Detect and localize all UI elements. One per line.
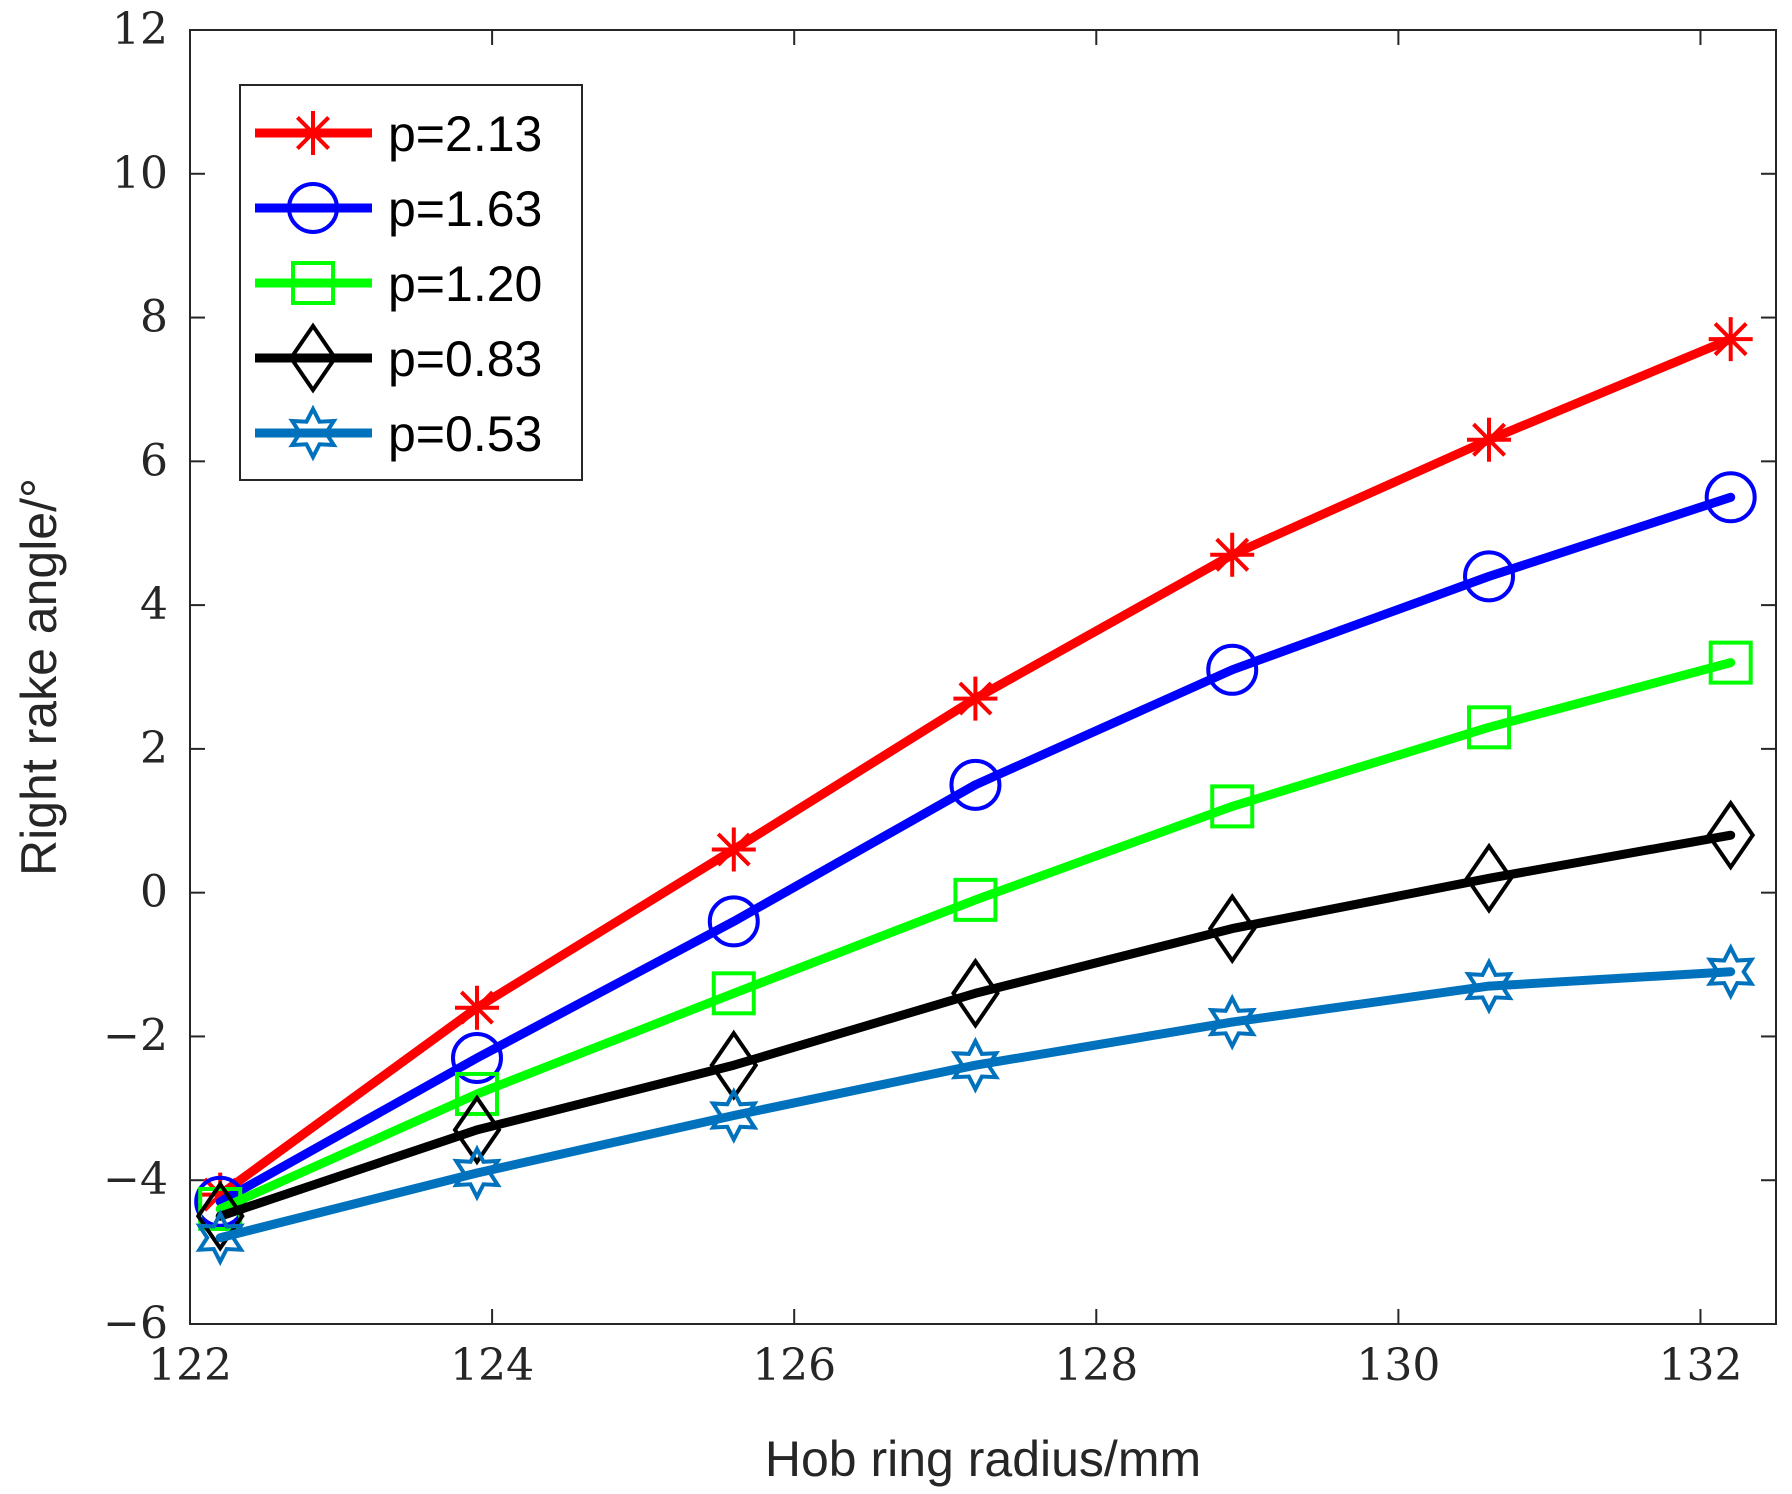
- data-point-asterisk: [1210, 532, 1255, 577]
- data-point-asterisk: [455, 985, 499, 1030]
- x-tick-label: 132: [1658, 1340, 1742, 1391]
- x-axis-title: Hob ring radius/mm: [765, 1431, 1201, 1487]
- legend-entry: p=2.13: [255, 106, 542, 162]
- series-line: [215, 967, 1736, 1243]
- data-point-square: [953, 877, 998, 922]
- data-point-asterisk: [953, 676, 998, 721]
- legend-label: p=2.13: [388, 106, 542, 162]
- series-p=2.13: [198, 317, 1753, 1217]
- data-point-square: [1210, 784, 1255, 829]
- y-tick-label: −6: [103, 1298, 168, 1349]
- x-axis-tick-labels: 122 124 126 128 130 132: [148, 1340, 1742, 1391]
- data-point-diamond: [709, 1029, 759, 1101]
- series-layer: [194, 317, 1757, 1267]
- x-tick-label: 130: [1356, 1340, 1440, 1391]
- data-point-diamond: [1207, 893, 1257, 965]
- y-tick-label: 2: [140, 723, 168, 774]
- data-point-circle: [287, 182, 339, 234]
- data-point-hexagram: [288, 404, 338, 462]
- data-point-hexagram: [950, 1036, 1001, 1094]
- y-tick-label: 4: [140, 579, 168, 630]
- x-tick-label: 126: [752, 1340, 836, 1391]
- data-point-circle: [450, 1032, 503, 1085]
- data-point-hexagram: [1207, 993, 1257, 1051]
- data-point-hexagram: [1464, 957, 1514, 1015]
- series-line: [215, 658, 1736, 1214]
- legend-label: p=0.53: [388, 406, 542, 462]
- data-point-circle: [1704, 471, 1757, 524]
- data-point-hexagram: [195, 1209, 245, 1267]
- legend: p=2.13 p=1.63 p=1.20 p=0.83 p=0.53: [239, 84, 583, 481]
- y-tick-label: 12: [112, 4, 168, 55]
- y-tick-label: −2: [103, 1010, 168, 1061]
- data-point-asterisk: [291, 111, 335, 155]
- series-line: [215, 830, 1736, 1221]
- x-tick-label: 128: [1054, 1340, 1138, 1391]
- data-point-square: [1467, 705, 1512, 750]
- legend-entry: p=0.83: [255, 322, 542, 394]
- data-point-square: [1708, 640, 1753, 685]
- data-point-circle: [949, 758, 1002, 811]
- data-point-diamond: [1706, 799, 1756, 871]
- data-point-diamond: [452, 1094, 502, 1166]
- data-point-square: [454, 1071, 499, 1116]
- y-tick-label: −4: [103, 1154, 168, 1205]
- data-point-circle: [1463, 550, 1516, 603]
- series-p=0.83: [195, 799, 1756, 1252]
- data-point-hexagram: [452, 1144, 502, 1202]
- y-tick-label: 8: [140, 292, 168, 343]
- y-axis-tick-labels: −6 −4 −2 0 2 4 6 8 10 12: [103, 4, 168, 1349]
- series-p=0.53: [195, 943, 1756, 1267]
- y-tick-label: 6: [140, 435, 168, 486]
- data-point-asterisk: [711, 827, 756, 872]
- x-tick-label: 124: [450, 1340, 534, 1391]
- axes-box: [189, 29, 1777, 1325]
- legend-entry: p=1.20: [255, 256, 542, 312]
- series-line: [215, 492, 1736, 1207]
- data-point-circle: [707, 895, 760, 948]
- data-point-asterisk: [1708, 317, 1753, 362]
- x-tick-label: 122: [148, 1340, 232, 1391]
- data-point-square: [291, 261, 335, 305]
- data-point-asterisk: [198, 1172, 243, 1217]
- data-point-square: [711, 971, 756, 1016]
- data-point-hexagram: [709, 1087, 759, 1144]
- legend-label: p=1.63: [388, 181, 542, 237]
- data-point-circle: [1206, 643, 1259, 696]
- legend-entry: p=0.53: [255, 404, 542, 462]
- series-p=1.20: [198, 640, 1753, 1231]
- data-point-diamond: [288, 322, 338, 394]
- legend-label: p=0.83: [388, 331, 542, 387]
- data-point-diamond: [1464, 842, 1514, 914]
- y-tick-label: 10: [112, 148, 168, 199]
- data-point-hexagram: [1706, 943, 1756, 1001]
- data-point-diamond: [195, 1180, 245, 1252]
- legend-entry: p=1.63: [255, 181, 542, 237]
- legend-label: p=1.20: [388, 256, 542, 312]
- y-axis-title: Right rake angle/°: [11, 478, 67, 876]
- y-tick-label: 0: [140, 867, 168, 918]
- data-point-asterisk: [1467, 417, 1511, 462]
- data-point-diamond: [951, 957, 1000, 1029]
